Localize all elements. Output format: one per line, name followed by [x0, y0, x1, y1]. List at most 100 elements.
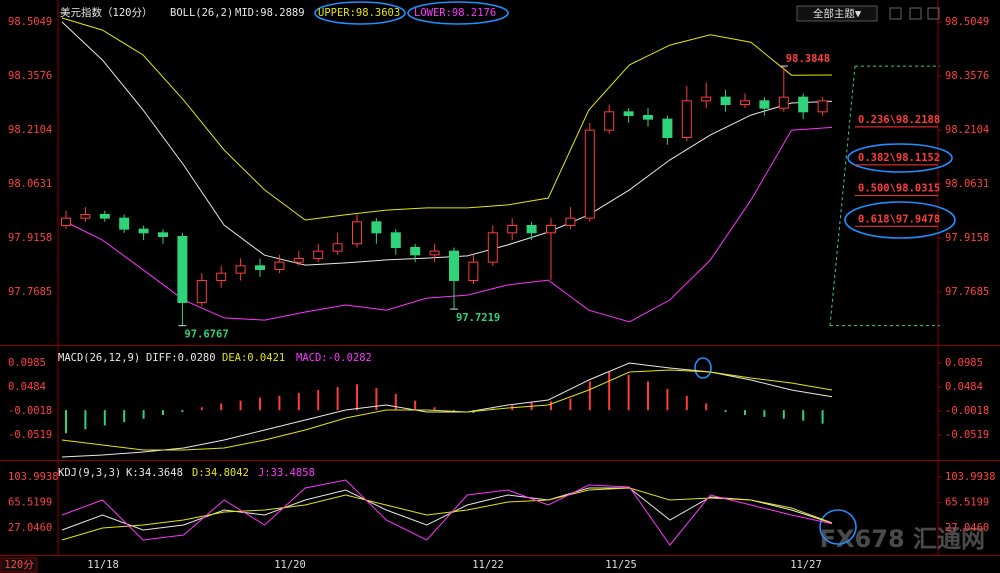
- x-tick-label: 11/20: [274, 559, 306, 571]
- watermark: FX678 汇通网: [820, 525, 985, 553]
- y-tick-label-right: 98.3576: [945, 70, 989, 82]
- indicator-line: [61, 487, 833, 531]
- y-tick-label-right: -0.0519: [945, 429, 989, 441]
- candle-body: [429, 250, 440, 256]
- candle-body: [720, 96, 731, 105]
- window-icons: [889, 7, 940, 20]
- y-tick-label-right: 97.9158: [945, 232, 989, 244]
- candle-body: [526, 224, 537, 234]
- x-tick-label: 11/27: [790, 559, 822, 571]
- candle-body: [138, 228, 149, 234]
- candle-body: [817, 100, 828, 113]
- candle-body: [61, 217, 71, 226]
- candle-body: [546, 224, 556, 234]
- y-tick-label-right: 98.2104: [945, 124, 989, 136]
- indicator-name: BOLL(26,2): [170, 7, 233, 19]
- indicator-line: [61, 369, 833, 451]
- legend-entry: J:33.4858: [258, 467, 315, 479]
- candle-body: [604, 111, 615, 131]
- candle-body: [332, 243, 343, 252]
- candle-body: [390, 232, 401, 248]
- theme-button[interactable]: [796, 5, 878, 22]
- y-tick-label-left: 103.9938: [8, 471, 59, 483]
- highlight-circles: [314, 1, 956, 545]
- candle-body: [681, 100, 692, 138]
- panel-title: 美元指数（120分）: [60, 6, 152, 19]
- y-tick-label-right: 27.0460: [945, 522, 989, 534]
- candle-body: [662, 118, 673, 138]
- candle-body: [119, 217, 130, 230]
- period-box[interactable]: [0, 557, 38, 573]
- y-tick-label-left: 97.9158: [8, 232, 52, 244]
- y-tick-label-right: 98.0631: [945, 178, 989, 190]
- fib-label: 0.236\98.2188: [858, 114, 940, 126]
- annotation-label: 98.3848: [786, 53, 830, 65]
- x-tick-label: 11/25: [605, 559, 637, 571]
- panel-title: KDJ(9,3,3): [58, 467, 121, 479]
- y-tick-label-left: 0.0985: [8, 357, 46, 369]
- frame: [0, 0, 1000, 556]
- y-tick-label-left: 97.7685: [8, 286, 52, 298]
- legend-entry: MID:98.2889: [235, 7, 305, 19]
- candle-body: [778, 96, 789, 109]
- fib-label: 0.618\97.9478: [858, 213, 940, 225]
- candle-body: [759, 100, 770, 109]
- indicator-line: [61, 487, 833, 541]
- candle-body: [410, 246, 421, 256]
- candle-body: [507, 224, 518, 234]
- y-tick-label-right: 0.0484: [945, 381, 983, 393]
- y-tick-label-right: 0.0985: [945, 357, 983, 369]
- candle-body: [352, 221, 362, 245]
- indicator-line: [61, 17, 833, 221]
- panel-title: MACD(26,12,9): [58, 352, 140, 364]
- candle-body: [643, 114, 653, 120]
- legend-entry: DEA:0.0421: [222, 352, 285, 364]
- candle-body: [255, 265, 265, 270]
- candle-body: [740, 100, 750, 105]
- legend-entry: K:34.3648: [126, 467, 183, 479]
- period[interactable]: 120分: [4, 559, 34, 571]
- annotation-label: 97.7219: [456, 312, 500, 324]
- y-tick-label-right: 97.7685: [945, 286, 989, 298]
- indicator-line: [61, 21, 833, 266]
- candle-body: [798, 96, 809, 113]
- y-tick-label-right: 103.9938: [945, 471, 996, 483]
- candle-body: [371, 221, 382, 234]
- y-tick-label-left: 98.2104: [8, 124, 52, 136]
- indicator-line: [61, 126, 833, 323]
- y-tick-label-left: 98.3576: [8, 70, 52, 82]
- y-tick-label-left: 27.0460: [8, 522, 52, 534]
- fib-diagonal: [829, 66, 856, 326]
- candle-body: [449, 250, 459, 281]
- candle-body: [487, 232, 498, 263]
- legend-entry: LOWER:98.2176: [414, 7, 496, 19]
- candle-body: [274, 261, 285, 270]
- x-tick-label: 11/22: [472, 559, 504, 571]
- candle-body: [99, 213, 110, 219]
- y-tick-label-left: -0.0519: [8, 429, 52, 441]
- candle-body: [235, 265, 246, 274]
- annotation-label: 97.6767: [184, 329, 228, 341]
- y-tick-label-left: 65.5199: [8, 496, 52, 508]
- legend-entry: MACD:-0.0282: [296, 352, 372, 364]
- fib-label: 0.382\98.1152: [858, 152, 940, 164]
- candle-body: [313, 250, 324, 259]
- legend-entry: UPPER:98.3603: [318, 7, 400, 19]
- y-tick-label-left: 98.5049: [8, 16, 52, 28]
- candle-body: [177, 235, 188, 303]
- indicator-line: [61, 479, 833, 546]
- candle-body: [565, 217, 576, 226]
- y-tick-label-right: 98.5049: [945, 16, 989, 28]
- y-tick-label-right: 65.5199: [945, 496, 989, 508]
- candle-body: [623, 111, 634, 116]
- candle-body: [196, 279, 207, 303]
- y-tick-label-left: -0.0018: [8, 405, 52, 417]
- candle-body: [216, 272, 227, 281]
- theme-button-label[interactable]: 全部主题▼: [813, 7, 862, 20]
- x-tick-label: 11/18: [87, 559, 119, 571]
- fib-label: 0.500\98.0315: [858, 183, 940, 195]
- candle-body: [701, 96, 712, 102]
- y-tick-label-right: -0.0018: [945, 405, 989, 417]
- y-tick-label-left: 0.0484: [8, 381, 46, 393]
